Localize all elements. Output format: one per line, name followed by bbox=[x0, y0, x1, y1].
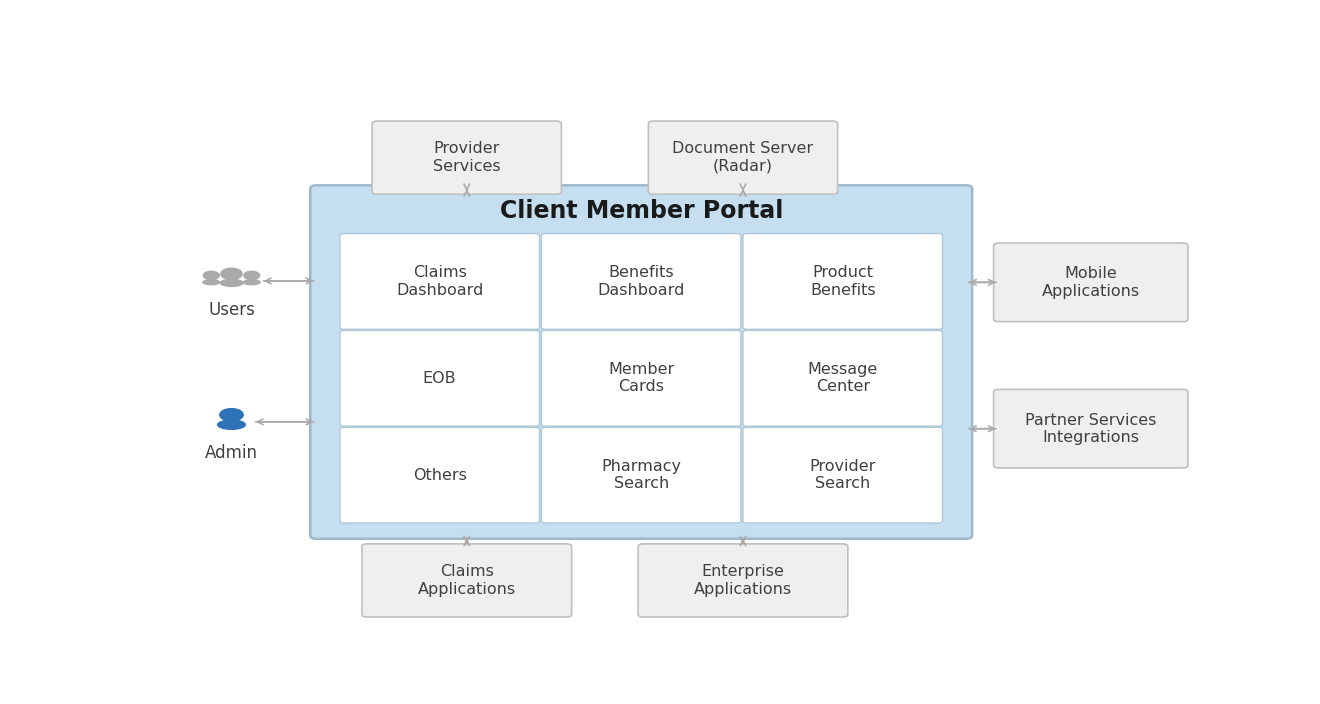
Text: Claims
Applications: Claims Applications bbox=[417, 565, 516, 597]
Text: Enterprise
Applications: Enterprise Applications bbox=[694, 565, 792, 597]
Text: Mobile
Applications: Mobile Applications bbox=[1041, 266, 1140, 298]
Text: Users: Users bbox=[209, 301, 255, 319]
FancyBboxPatch shape bbox=[372, 121, 561, 194]
FancyBboxPatch shape bbox=[743, 427, 942, 523]
FancyBboxPatch shape bbox=[310, 185, 972, 539]
Ellipse shape bbox=[243, 279, 261, 285]
Ellipse shape bbox=[216, 420, 246, 430]
Text: Pharmacy
Search: Pharmacy Search bbox=[601, 459, 681, 491]
Circle shape bbox=[203, 271, 219, 279]
Text: Document Server
(Radar): Document Server (Radar) bbox=[672, 142, 813, 174]
FancyBboxPatch shape bbox=[362, 544, 572, 617]
FancyBboxPatch shape bbox=[341, 427, 540, 523]
FancyBboxPatch shape bbox=[994, 389, 1188, 468]
Text: Claims
Dashboard: Claims Dashboard bbox=[396, 265, 483, 298]
FancyBboxPatch shape bbox=[341, 330, 540, 426]
FancyBboxPatch shape bbox=[638, 544, 847, 617]
Circle shape bbox=[220, 268, 242, 279]
FancyBboxPatch shape bbox=[648, 121, 838, 194]
Text: Admin: Admin bbox=[205, 444, 257, 462]
Text: Member
Cards: Member Cards bbox=[609, 362, 675, 394]
FancyBboxPatch shape bbox=[743, 330, 942, 426]
Text: Others: Others bbox=[413, 467, 466, 483]
FancyBboxPatch shape bbox=[341, 234, 540, 329]
FancyBboxPatch shape bbox=[743, 234, 942, 329]
Text: EOB: EOB bbox=[422, 371, 457, 386]
Text: Provider
Search: Provider Search bbox=[809, 459, 876, 491]
Circle shape bbox=[244, 271, 260, 279]
FancyBboxPatch shape bbox=[994, 243, 1188, 322]
FancyBboxPatch shape bbox=[541, 234, 741, 329]
Text: Client Member Portal: Client Member Portal bbox=[499, 199, 783, 223]
Circle shape bbox=[220, 408, 243, 421]
Ellipse shape bbox=[219, 279, 244, 287]
Text: Benefits
Dashboard: Benefits Dashboard bbox=[598, 265, 685, 298]
Text: Message
Center: Message Center bbox=[808, 362, 878, 394]
Text: Provider
Services: Provider Services bbox=[433, 142, 500, 174]
Text: Partner Services
Integrations: Partner Services Integrations bbox=[1026, 413, 1156, 445]
FancyBboxPatch shape bbox=[541, 330, 741, 426]
FancyBboxPatch shape bbox=[541, 427, 741, 523]
Text: Product
Benefits: Product Benefits bbox=[810, 265, 875, 298]
Ellipse shape bbox=[202, 279, 220, 285]
